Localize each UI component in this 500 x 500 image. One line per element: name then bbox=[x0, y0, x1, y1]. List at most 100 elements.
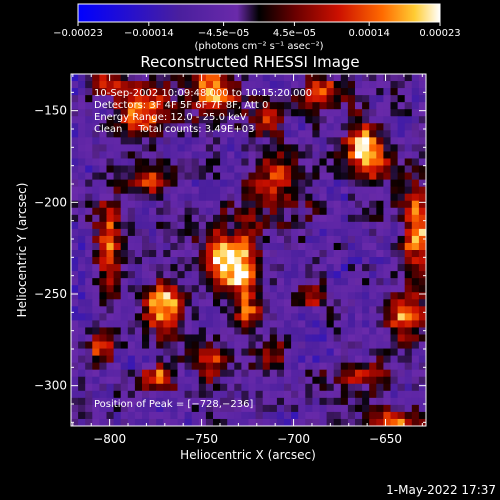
heatmap-cell bbox=[248, 130, 256, 138]
heatmap-cell bbox=[305, 306, 313, 314]
heatmap-cell bbox=[411, 221, 420, 230]
heatmap-cell bbox=[291, 88, 299, 96]
annotation-clean-counts: Clean Total counts: 3.49E+03 bbox=[94, 124, 254, 135]
heatmap-cell bbox=[127, 74, 136, 82]
heatmap-cell bbox=[347, 158, 356, 166]
heatmap-cell bbox=[99, 186, 107, 195]
heatmap-cell bbox=[291, 285, 299, 293]
heatmap-cell bbox=[134, 390, 143, 399]
heatmap-cell bbox=[156, 221, 164, 230]
heatmap-cell bbox=[326, 348, 335, 356]
heatmap-cell bbox=[284, 355, 292, 364]
heatmap-cell bbox=[170, 320, 178, 328]
heatmap-cell bbox=[120, 292, 129, 300]
heatmap-cell bbox=[418, 334, 427, 342]
heatmap-cell bbox=[198, 116, 207, 124]
heatmap-cell bbox=[340, 250, 349, 258]
heatmap-cell bbox=[269, 348, 278, 356]
heatmap-cell bbox=[262, 313, 271, 321]
heatmap-cell bbox=[113, 158, 122, 166]
heatmap-cell bbox=[390, 214, 398, 223]
heatmap-cell bbox=[85, 383, 93, 392]
heatmap-cell bbox=[383, 207, 391, 216]
heatmap-cell bbox=[383, 242, 391, 251]
heatmap-cell bbox=[269, 390, 278, 399]
heatmap-cell bbox=[284, 348, 292, 356]
heatmap-cell bbox=[85, 165, 93, 173]
heatmap-cell bbox=[376, 193, 384, 202]
heatmap-cell bbox=[113, 383, 122, 392]
heatmap-cell bbox=[284, 271, 292, 279]
heatmap-cell bbox=[227, 348, 235, 356]
heatmap-cell bbox=[298, 158, 306, 166]
heatmap-cell bbox=[269, 151, 278, 159]
heatmap-cell bbox=[333, 228, 342, 237]
heatmap-cell bbox=[390, 257, 398, 265]
heatmap-cell bbox=[262, 179, 271, 188]
heatmap-cell bbox=[71, 278, 79, 286]
heatmap-cell bbox=[184, 193, 193, 202]
heatmap-cell bbox=[404, 116, 413, 124]
heatmap-cell bbox=[404, 186, 413, 195]
heatmap-cell bbox=[99, 397, 107, 406]
heatmap-cell bbox=[113, 397, 122, 406]
heatmap-cell bbox=[390, 320, 398, 328]
heatmap-cell bbox=[234, 130, 242, 138]
heatmap-cell bbox=[213, 74, 221, 82]
heatmap-cell bbox=[347, 383, 356, 392]
heatmap-cell bbox=[269, 207, 278, 216]
heatmap-cell bbox=[106, 278, 114, 286]
heatmap-cell bbox=[184, 397, 193, 406]
heatmap-cell bbox=[127, 411, 136, 420]
heatmap-cell bbox=[127, 179, 136, 188]
heatmap-cell bbox=[390, 341, 398, 349]
heatmap-cell bbox=[156, 355, 164, 364]
heatmap-cell bbox=[213, 123, 221, 131]
heatmap-cell bbox=[241, 257, 249, 265]
heatmap-cell bbox=[163, 81, 171, 89]
heatmap-cell bbox=[284, 285, 292, 293]
heatmap-cell bbox=[248, 411, 256, 420]
heatmap-cell bbox=[326, 341, 335, 349]
heatmap-cell bbox=[198, 137, 207, 145]
heatmap-cell bbox=[248, 207, 256, 216]
heatmap-cell bbox=[418, 81, 427, 89]
heatmap-cell bbox=[78, 411, 86, 420]
heatmap-cell bbox=[191, 264, 200, 272]
heatmap-cell bbox=[127, 264, 136, 272]
heatmap-cell bbox=[78, 242, 86, 251]
heatmap-cell bbox=[355, 88, 363, 96]
heatmap-cell bbox=[234, 137, 242, 145]
heatmap-cell bbox=[312, 250, 320, 258]
heatmap-cell bbox=[113, 285, 122, 293]
heatmap-cell bbox=[305, 355, 313, 364]
heatmap-cell bbox=[383, 137, 391, 145]
heatmap-cell bbox=[198, 172, 207, 180]
heatmap-cell bbox=[163, 278, 171, 286]
heatmap-cell bbox=[319, 116, 327, 124]
heatmap-cell bbox=[163, 186, 171, 195]
heatmap-cell bbox=[227, 116, 235, 124]
heatmap-cell bbox=[220, 144, 228, 152]
heatmap-cell bbox=[255, 376, 264, 385]
heatmap-cell bbox=[163, 228, 171, 237]
heatmap-cell bbox=[142, 418, 150, 427]
heatmap-cell bbox=[191, 369, 200, 378]
heatmap-cell bbox=[220, 228, 228, 237]
heatmap-cell bbox=[418, 74, 427, 82]
heatmap-cell bbox=[255, 250, 264, 258]
heatmap-cell bbox=[127, 362, 136, 371]
heatmap-cell bbox=[163, 95, 171, 103]
heatmap-cell bbox=[156, 165, 164, 173]
heatmap-cell bbox=[127, 313, 136, 321]
heatmap-cell bbox=[347, 334, 356, 342]
heatmap-cell bbox=[269, 130, 278, 138]
heatmap-cell bbox=[191, 130, 200, 138]
heatmap-cell bbox=[383, 341, 391, 349]
heatmap-cell bbox=[134, 250, 143, 258]
heatmap-cell bbox=[149, 376, 157, 385]
heatmap-cell bbox=[362, 418, 370, 427]
heatmap-cell bbox=[227, 327, 235, 335]
heatmap-cell bbox=[99, 193, 107, 202]
heatmap-cell bbox=[383, 95, 391, 103]
